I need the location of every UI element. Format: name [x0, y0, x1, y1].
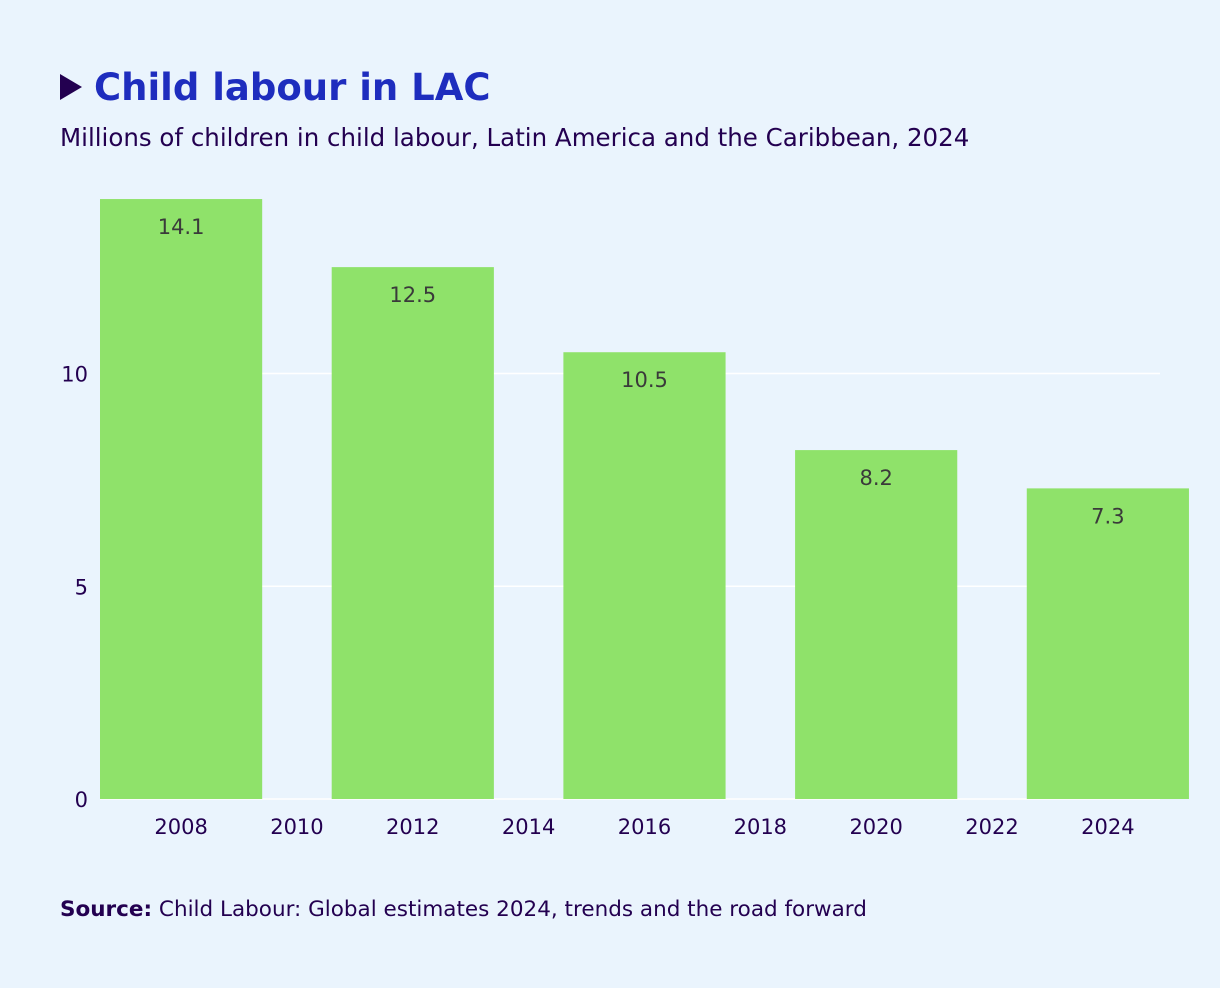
x-tick-label: 2020 [849, 815, 902, 839]
data-label: 8.2 [859, 466, 892, 490]
source-note: Source: Child Labour: Global estimates 2… [60, 897, 867, 922]
x-tick-label: 2016 [618, 815, 671, 839]
y-tick-label: 0 [75, 788, 88, 812]
source-label: Source: [60, 897, 153, 922]
x-tick-label: 2010 [270, 815, 323, 839]
y-tick-label: 10 [61, 363, 88, 387]
x-tick-label: 2018 [734, 815, 787, 839]
source-text: Child Labour: Global estimates 2024, tre… [152, 897, 867, 922]
chart-title: Child labour in LAC [94, 65, 491, 109]
data-label: 14.1 [158, 215, 205, 239]
x-tick-label: 2022 [965, 815, 1018, 839]
title-arrow-icon [60, 74, 82, 100]
x-tick-label: 2012 [386, 815, 439, 839]
data-label: 7.3 [1091, 504, 1124, 528]
data-labels: 14.1 12.5 10.5 8.2 7.3 [158, 215, 1125, 528]
data-label: 10.5 [621, 368, 668, 392]
bar [563, 352, 726, 799]
y-axis-ticks: 0 5 10 [61, 363, 88, 813]
title-row: Child labour in LAC [60, 62, 491, 112]
data-label: 12.5 [389, 283, 436, 307]
bar [100, 199, 263, 800]
bar [795, 450, 958, 799]
x-axis-ticks: 2008 2010 2012 2014 2016 2018 2020 2022 2024 [154, 815, 1134, 839]
bar [1026, 488, 1189, 799]
x-tick-label: 2014 [502, 815, 555, 839]
chart-subtitle: Millions of children in child labour, La… [60, 123, 970, 152]
bar [331, 267, 494, 799]
bars [100, 199, 1189, 800]
y-tick-label: 5 [75, 575, 88, 599]
x-tick-label: 2024 [1081, 815, 1134, 839]
x-tick-label: 2008 [154, 815, 207, 839]
